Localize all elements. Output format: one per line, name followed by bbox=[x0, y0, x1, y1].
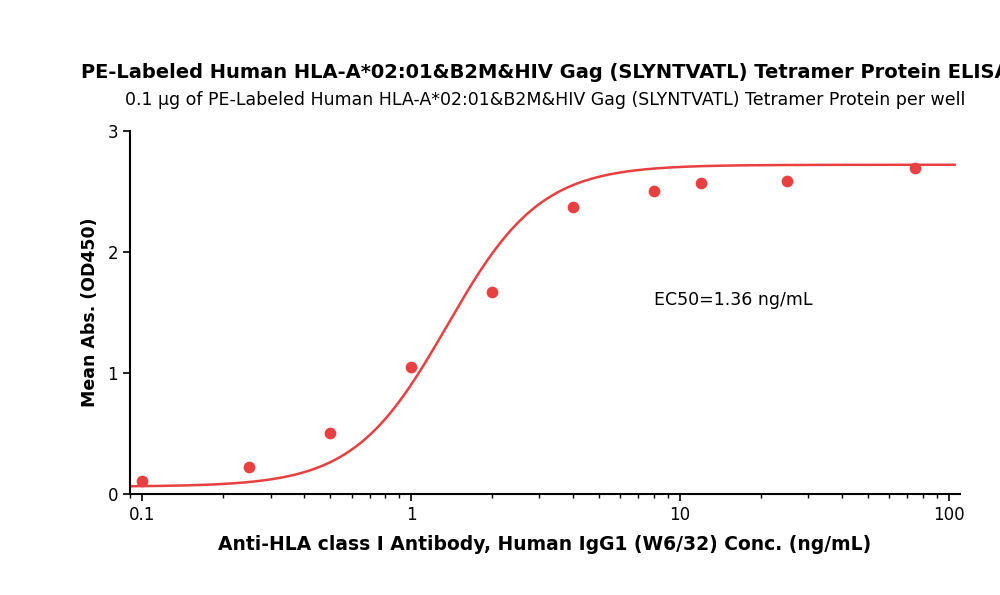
Title: PE-Labeled Human HLA-A*02:01&B2M&HIV Gag (SLYNTVATL) Tetramer Protein ELISA: PE-Labeled Human HLA-A*02:01&B2M&HIV Gag… bbox=[81, 63, 1000, 82]
Point bbox=[565, 202, 581, 212]
Text: 0.1 μg of PE-Labeled Human HLA-A*02:01&B2M&HIV Gag (SLYNTVATL) Tetramer Protein : 0.1 μg of PE-Labeled Human HLA-A*02:01&B… bbox=[125, 91, 965, 109]
Point bbox=[693, 178, 709, 187]
X-axis label: Anti-HLA class I Antibody, Human IgG1 (W6/32) Conc. (ng/mL): Anti-HLA class I Antibody, Human IgG1 (W… bbox=[218, 535, 872, 554]
Point bbox=[403, 362, 419, 371]
Point bbox=[907, 164, 923, 173]
Point bbox=[134, 476, 150, 486]
Y-axis label: Mean Abs. (OD450): Mean Abs. (OD450) bbox=[81, 218, 99, 407]
Point bbox=[484, 287, 500, 296]
Point bbox=[646, 187, 662, 196]
Point bbox=[779, 176, 795, 185]
Text: EC50=1.36 ng/mL: EC50=1.36 ng/mL bbox=[654, 292, 812, 309]
Point bbox=[241, 462, 257, 472]
Point bbox=[322, 428, 338, 438]
